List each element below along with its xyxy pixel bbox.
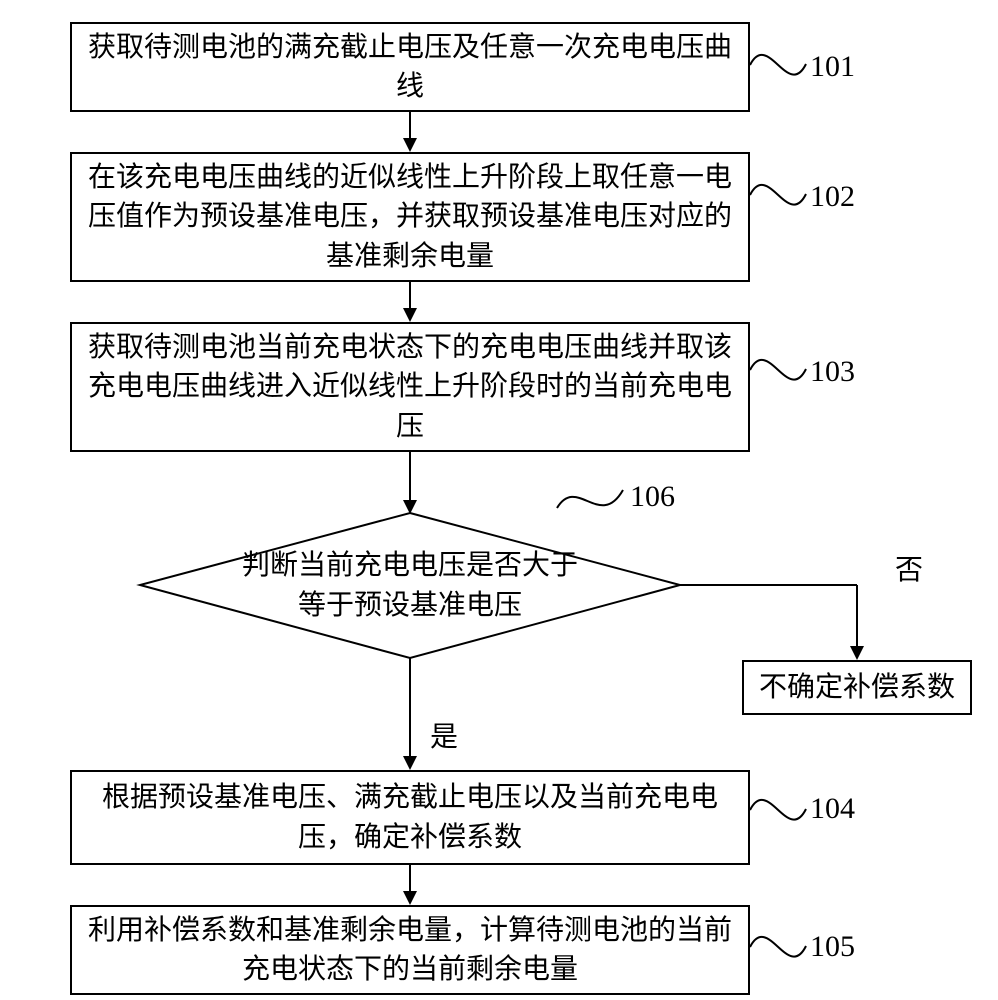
step-105-box: 利用补偿系数和基准剩余电量，计算待测电池的当前充电状态下的当前剩余电量 <box>70 905 750 995</box>
arrow-101-102 <box>403 112 417 152</box>
step-103-label: 103 <box>810 355 855 389</box>
step-105-label: 105 <box>810 930 855 964</box>
step-103-box: 获取待测电池当前充电状态下的充电电压曲线并取该充电电压曲线进入近似线性上升阶段时… <box>70 322 750 452</box>
arrow-104-105 <box>403 865 417 905</box>
step-104-box: 根据预设基准电压、满充截止电压以及当前充电电压，确定补偿系数 <box>70 770 750 865</box>
step-104-label: 104 <box>810 792 855 826</box>
decision-106-text: 判断当前充电电压是否大于等于预设基准电压 <box>230 538 590 633</box>
step-101-box: 获取待测电池的满充截止电压及任意一次充电电压曲线 <box>70 22 750 112</box>
arrow-102-103 <box>403 282 417 322</box>
arrow-106-no <box>680 578 880 663</box>
step-105-connector <box>748 912 808 972</box>
step-102-text: 在该充电电压曲线的近似线性上升阶段上取任意一电压值作为预设基准电压，并获取预设基… <box>72 152 748 282</box>
edge-no-label: 否 <box>895 548 923 588</box>
arrow-103-106 <box>403 452 417 514</box>
step-101-label: 101 <box>810 50 855 84</box>
flowchart-canvas: 获取待测电池的满充截止电压及任意一次充电电压曲线 101 在该充电电压曲线的近似… <box>0 0 998 1000</box>
step-106-label: 106 <box>630 480 675 514</box>
step-104-connector <box>748 775 808 835</box>
step-101-connector <box>748 30 808 90</box>
step-103-text: 获取待测电池当前充电状态下的充电电压曲线并取该充电电压曲线进入近似线性上升阶段时… <box>72 322 748 452</box>
step-104-text: 根据预设基准电压、满充截止电压以及当前充电电压，确定补偿系数 <box>72 772 748 862</box>
step-101-text: 获取待测电池的满充截止电压及任意一次充电电压曲线 <box>72 22 748 112</box>
no-result-box: 不确定补偿系数 <box>742 660 972 715</box>
step-103-connector <box>748 335 808 395</box>
arrow-106-yes <box>403 658 417 770</box>
step-102-box: 在该充电电压曲线的近似线性上升阶段上取任意一电压值作为预设基准电压，并获取预设基… <box>70 152 750 282</box>
edge-yes-label: 是 <box>430 715 458 755</box>
step-102-label: 102 <box>810 180 855 214</box>
step-105-text: 利用补偿系数和基准剩余电量，计算待测电池的当前充电状态下的当前剩余电量 <box>72 905 748 995</box>
step-102-connector <box>748 160 808 220</box>
no-result-text: 不确定补偿系数 <box>753 666 961 709</box>
